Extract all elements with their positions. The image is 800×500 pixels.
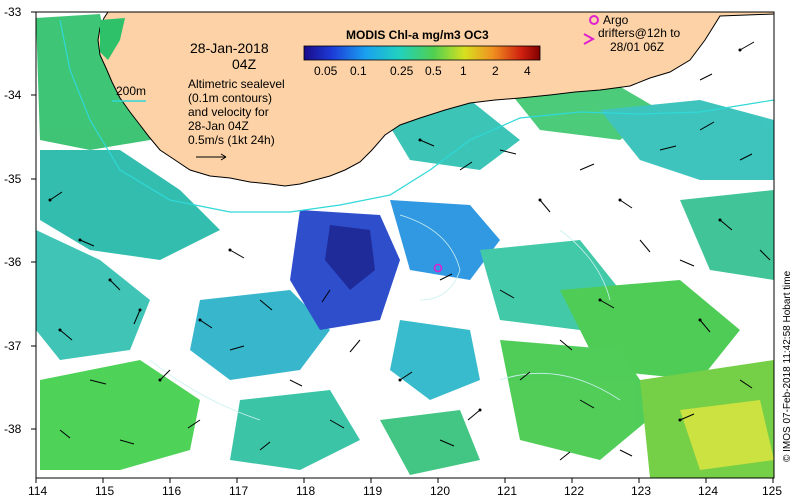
colorbar-tick: 0.25: [390, 64, 414, 78]
sealevel-contours: [149, 214, 621, 421]
colorbar-tick: 2: [492, 64, 499, 78]
lon-tick-label: 120: [430, 484, 451, 498]
colorbar-tick: 4: [524, 64, 531, 78]
altimetry-line: 0.5m/s (1kt 24h): [188, 133, 275, 147]
colorbar: [303, 45, 541, 61]
colorbar-tick: 0.1: [350, 64, 367, 78]
lon-tick-label: 123: [631, 484, 652, 498]
credit-text: © IMOS 07-Feb-2018 11:42:58 Hobart time: [782, 270, 793, 462]
contour-200m-line: [59, 19, 774, 213]
argo-float-marker: [433, 263, 443, 273]
lon-tick-label: 114: [28, 484, 48, 498]
lat-tick-label: -35: [4, 172, 22, 186]
drifter-legend-icon: [583, 33, 596, 45]
colorbar-title: MODIS Chl-a mg/m3 OC3: [346, 28, 489, 42]
drifter-legend-label: 28/01 06Z: [610, 40, 665, 54]
argo-legend-icon: [589, 15, 599, 25]
lon-tick-label: 118: [296, 484, 316, 498]
altimetry-line: (0.1m contours): [188, 91, 273, 105]
argo-legend-label: Argo: [603, 13, 629, 27]
colorbar-tick: 0.05: [314, 64, 338, 78]
altimetry-line: Altimetric sealevel: [188, 77, 285, 91]
colorbar-tick: 1: [460, 64, 467, 78]
lon-tick-label: 125: [762, 484, 783, 498]
contour-legend-label: 200m: [116, 84, 147, 98]
lon-tick-label: 122: [564, 484, 585, 498]
lat-tick-label: -34: [4, 88, 22, 102]
lat-tick-label: -36: [4, 255, 22, 269]
velocity-scale-arrowhead: [220, 153, 227, 161]
lon-tick-label: 117: [229, 484, 249, 498]
altimetry-line: 28-Jan 04Z: [188, 119, 249, 133]
lat-tick-label: -37: [4, 339, 22, 353]
lat-tick-label: -33: [4, 5, 22, 19]
drifter-legend-label: drifters@12h to: [598, 26, 681, 40]
lon-tick-label: 115: [95, 484, 115, 498]
altimetry-line: and velocity for: [188, 105, 269, 119]
axis-ticks: [31, 11, 774, 483]
map-date: 28-Jan-2018: [190, 40, 269, 56]
lon-tick-label: 116: [162, 484, 182, 498]
velocity-arrow-heads: [48, 48, 742, 422]
lagoon-patch: [100, 18, 125, 60]
map-time: 04Z: [232, 56, 257, 72]
lat-tick-label: -38: [4, 422, 22, 436]
colorbar-tick: 0.5: [425, 64, 442, 78]
velocity-arrows: [49, 41, 771, 461]
plot-border: [35, 11, 775, 479]
lon-tick-label: 121: [497, 484, 518, 498]
lon-tick-label: 119: [363, 484, 383, 498]
lon-tick-label: 124: [698, 484, 719, 498]
